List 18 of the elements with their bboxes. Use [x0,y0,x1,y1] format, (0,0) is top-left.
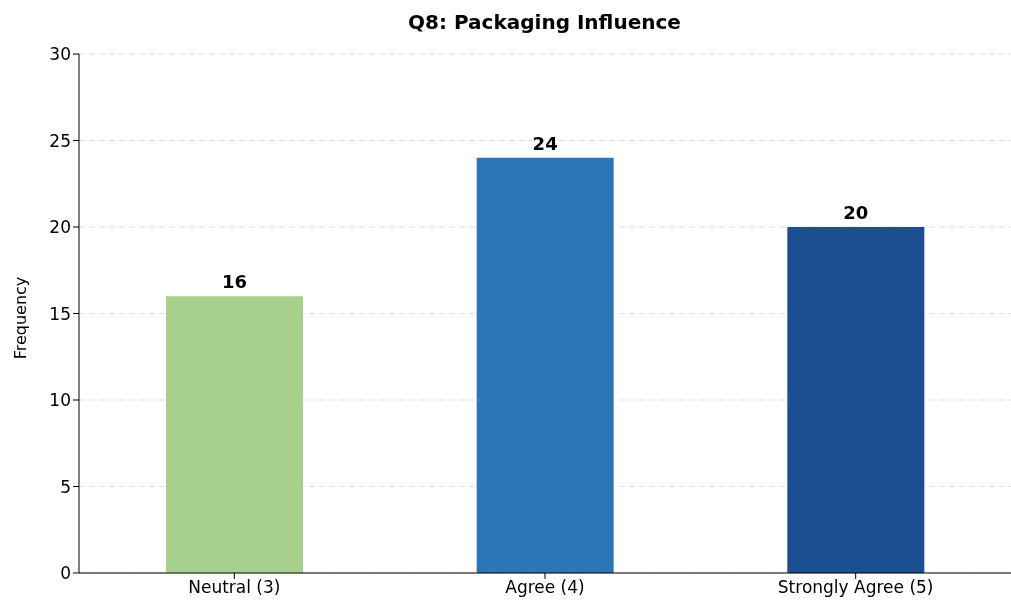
y-tick-label: 30 [49,44,71,65]
y-axis-title: Frequency [10,276,30,360]
bar [476,157,614,573]
y-tick-label: 15 [49,303,71,324]
y-tick-label: 20 [49,217,71,238]
data-label: 24 [532,132,558,154]
data-label: 16 [221,271,248,293]
y-tick-label: 0 [60,563,71,584]
data-label: 20 [843,202,869,223]
chart-title: Q8: Packaging Influence [407,10,682,34]
x-tick-label: Neutral (3) [188,577,281,598]
x-tick-label: Strongly Agree (5) [777,577,934,598]
y-tick-label: 25 [49,130,71,151]
x-tick-label: Agree (4) [505,577,585,598]
bar [165,296,303,573]
bar [787,227,925,573]
y-tick-label: 5 [60,476,71,497]
y-tick-label: 10 [49,390,71,411]
